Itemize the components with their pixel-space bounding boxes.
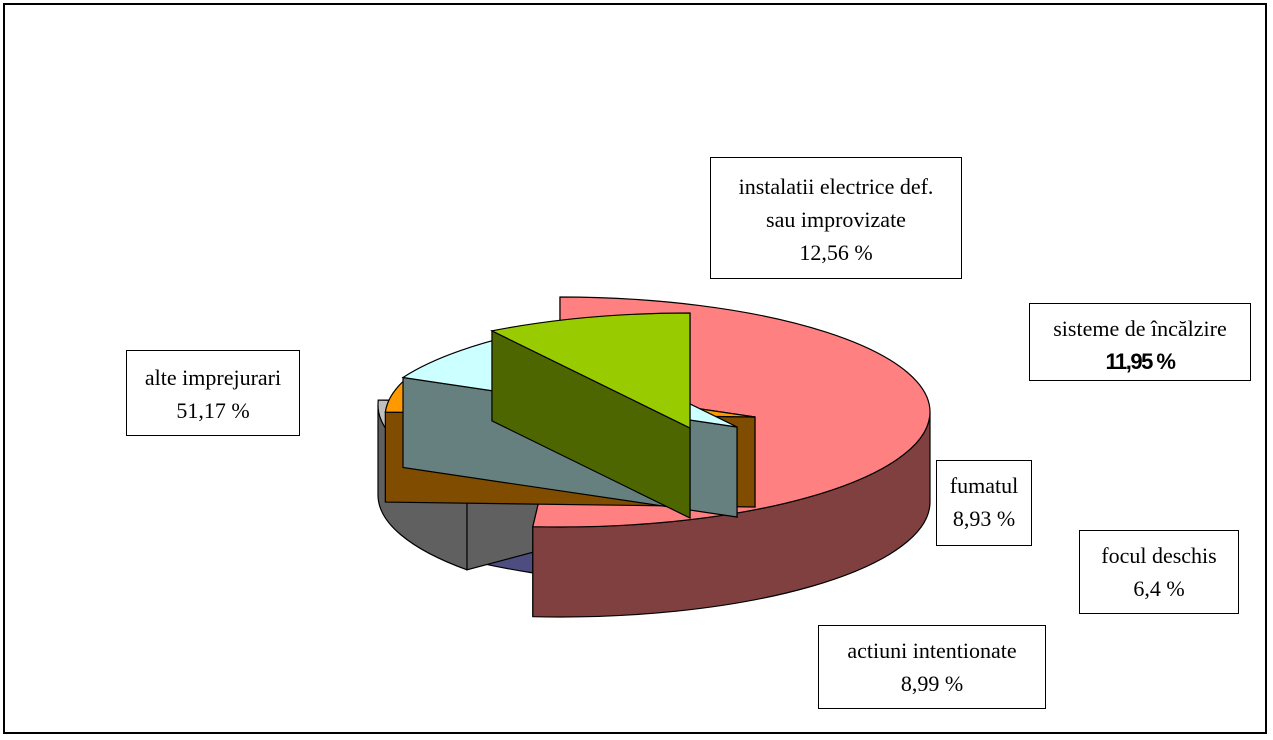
label-alte-imprejurari-text: alte imprejurari [144,365,282,390]
label-focul-value: 6,4 % [1133,576,1185,601]
label-focul-text: focul deschis [1101,543,1217,568]
pie-slice-actiuni-top [490,312,691,429]
label-alte-imprejurari: alte imprejurari 51,17 % [126,350,300,436]
label-instalatii-line2: sau improvizate [766,207,906,232]
label-instalatii-line1: instalatii electrice def. [738,174,934,199]
label-instalatii-value: 12,56 % [799,240,873,265]
label-actiuni-value: 8,99 % [900,671,964,696]
label-sisteme-de-incalzire: sisteme de încălzire 11,95 % [1029,303,1251,381]
label-sisteme-text: sisteme de încălzire [1053,316,1227,341]
label-alte-imprejurari-value: 51,17 % [176,398,250,423]
label-sisteme-value: 11,95 % [1105,349,1176,374]
label-fumatul-text: fumatul [949,473,1019,498]
label-fumatul-value: 8,93 % [952,506,1016,531]
pie-slice-actiuni [490,312,691,519]
label-focul-deschis: focul deschis 6,4 % [1079,530,1239,614]
label-actiuni-intentionate: actiuni intentionate 8,99 % [818,625,1046,709]
label-fumatul: fumatul 8,93 % [936,460,1032,546]
label-actiuni-text: actiuni intentionate [847,638,1017,663]
label-instalatii-electrice: instalatii electrice def. sau improvizat… [710,157,962,279]
